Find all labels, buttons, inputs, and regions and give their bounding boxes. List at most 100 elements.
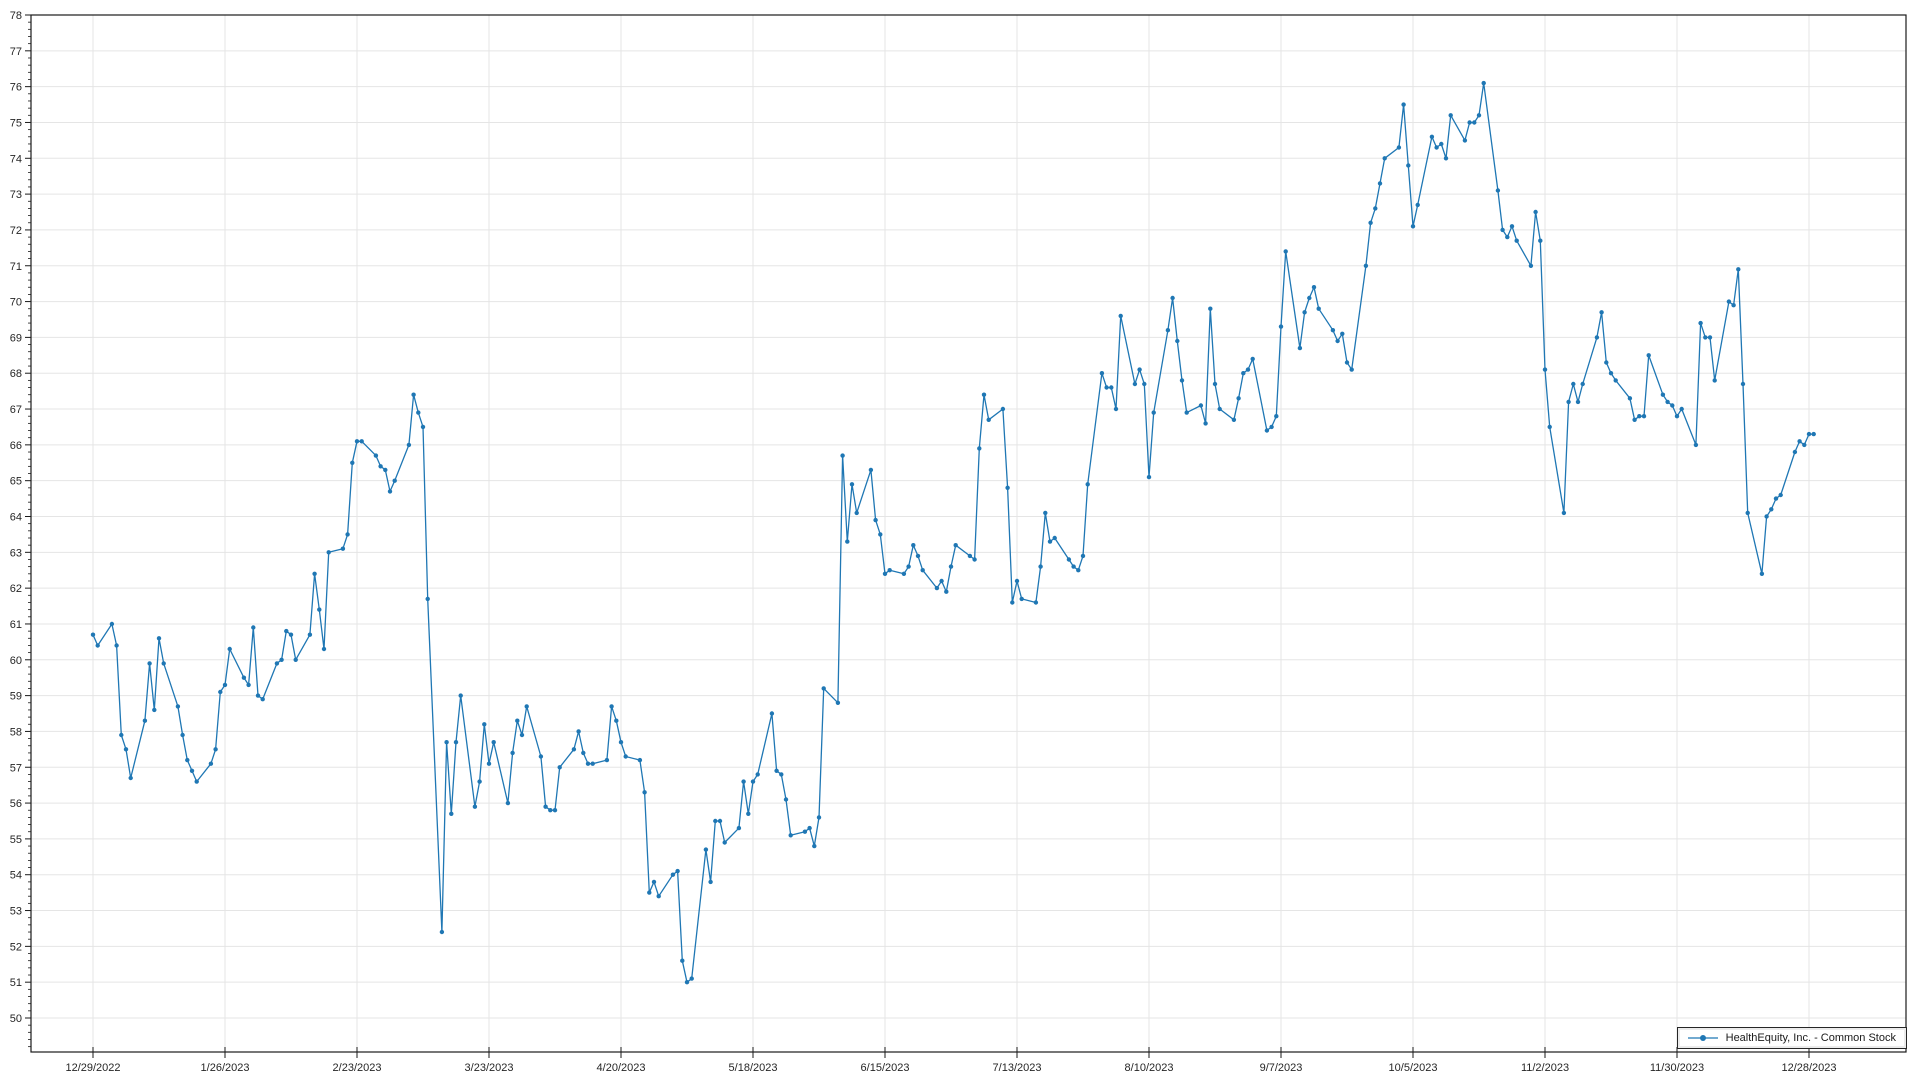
data-point-marker[interactable] — [1264, 428, 1270, 433]
data-point-marker[interactable] — [1010, 600, 1015, 605]
data-point-marker[interactable] — [1274, 414, 1279, 419]
data-point-marker[interactable] — [241, 675, 247, 680]
data-point-marker[interactable] — [524, 704, 529, 709]
data-point-marker[interactable] — [1241, 371, 1246, 376]
data-point-marker[interactable] — [854, 510, 859, 516]
data-point-marker[interactable] — [1481, 80, 1486, 86]
data-point-marker[interactable] — [1245, 367, 1251, 372]
data-point-marker[interactable] — [1179, 378, 1185, 383]
data-point-marker[interactable] — [213, 747, 218, 752]
data-point-marker[interactable] — [416, 410, 421, 415]
data-point-marker[interactable] — [1608, 371, 1614, 376]
data-point-marker[interactable] — [1500, 227, 1505, 233]
data-point-marker[interactable] — [1377, 181, 1383, 186]
data-point-marker[interactable] — [1674, 414, 1680, 419]
data-point-marker[interactable] — [948, 564, 954, 569]
data-point-marker[interactable] — [359, 439, 364, 444]
data-point-marker[interactable] — [821, 686, 826, 691]
data-point-marker[interactable] — [175, 704, 181, 709]
data-point-marker[interactable] — [1641, 414, 1647, 419]
data-point-marker[interactable] — [185, 757, 190, 763]
data-point-marker[interactable] — [218, 689, 223, 695]
legend[interactable]: HealthEquity, Inc. - Common Stock — [1676, 1027, 1907, 1049]
data-point-marker[interactable] — [1217, 406, 1222, 412]
data-point-marker[interactable] — [1085, 482, 1090, 487]
data-point-marker[interactable] — [1316, 306, 1321, 311]
data-point-marker[interactable] — [1429, 134, 1435, 139]
data-point-marker[interactable] — [317, 607, 322, 612]
data-point-marker[interactable] — [1297, 345, 1303, 351]
data-point-marker[interactable] — [1561, 510, 1567, 516]
data-point-marker[interactable] — [548, 808, 553, 813]
data-point-marker[interactable] — [222, 682, 228, 688]
data-point-marker[interactable] — [906, 564, 911, 569]
data-point-marker[interactable] — [189, 768, 195, 773]
data-point-marker[interactable] — [1693, 442, 1699, 448]
data-point-marker[interactable] — [1528, 263, 1534, 268]
data-point-marker[interactable] — [340, 546, 346, 551]
data-point-marker[interactable] — [944, 589, 949, 594]
data-point-marker[interactable] — [953, 543, 958, 548]
data-point-marker[interactable] — [1208, 306, 1213, 311]
data-point-marker[interactable] — [769, 711, 775, 716]
data-point-marker[interactable] — [1052, 535, 1057, 541]
data-point-marker[interactable] — [755, 772, 760, 777]
data-point-marker[interactable] — [345, 532, 350, 537]
data-point-marker[interactable] — [703, 847, 709, 852]
data-point-marker[interactable] — [1104, 385, 1109, 390]
data-point-marker[interactable] — [1335, 338, 1340, 344]
data-point-marker[interactable] — [680, 958, 685, 963]
data-point-marker[interactable] — [1311, 285, 1317, 290]
data-point-marker[interactable] — [109, 621, 115, 627]
data-point-marker[interactable] — [614, 718, 619, 723]
data-point-marker[interactable] — [420, 424, 426, 430]
data-point-marker[interactable] — [873, 517, 878, 523]
data-point-marker[interactable] — [1146, 474, 1152, 480]
data-point-marker[interactable] — [1250, 356, 1255, 362]
data-point-marker[interactable] — [618, 740, 624, 745]
data-point-marker[interactable] — [1344, 360, 1350, 365]
data-point-marker[interactable] — [1759, 571, 1765, 576]
data-point-marker[interactable] — [1547, 424, 1552, 430]
data-point-marker[interactable] — [119, 732, 124, 738]
data-point-marker[interactable] — [684, 980, 690, 985]
data-point-marker[interactable] — [717, 818, 723, 824]
data-point-marker[interactable] — [1764, 514, 1769, 519]
data-point-marker[interactable] — [1627, 396, 1633, 401]
data-point-marker[interactable] — [835, 700, 841, 705]
data-point-marker[interactable] — [1594, 335, 1600, 340]
data-point-marker[interactable] — [1005, 485, 1010, 490]
data-point-marker[interactable] — [1014, 578, 1020, 584]
data-point-marker[interactable] — [670, 872, 676, 877]
data-point-marker[interactable] — [227, 646, 232, 652]
data-point-marker[interactable] — [411, 392, 416, 397]
data-point-marker[interactable] — [1538, 238, 1543, 243]
data-point-marker[interactable] — [453, 740, 459, 745]
data-point-marker[interactable] — [1660, 392, 1666, 397]
data-point-marker[interactable] — [477, 779, 482, 784]
data-point-marker[interactable] — [425, 596, 430, 602]
data-point-marker[interactable] — [114, 643, 119, 648]
data-point-marker[interactable] — [284, 628, 289, 634]
data-point-marker[interactable] — [354, 439, 360, 444]
data-point-marker[interactable] — [194, 779, 199, 784]
data-point-marker[interactable] — [1165, 328, 1171, 333]
data-point-marker[interactable] — [651, 879, 657, 885]
data-point-marker[interactable] — [491, 740, 496, 745]
data-point-marker[interactable] — [849, 482, 855, 487]
data-point-marker[interactable] — [1000, 406, 1006, 412]
data-point-marker[interactable] — [812, 843, 817, 849]
data-point-marker[interactable] — [920, 568, 925, 573]
data-point-marker[interactable] — [882, 571, 888, 576]
data-point-marker[interactable] — [1792, 449, 1798, 455]
data-point-marker[interactable] — [373, 453, 379, 458]
data-point-marker[interactable] — [1726, 299, 1732, 304]
data-point-marker[interactable] — [788, 833, 793, 838]
data-point-marker[interactable] — [1118, 313, 1123, 319]
data-point-marker[interactable] — [816, 815, 822, 820]
data-point-marker[interactable] — [656, 894, 661, 899]
data-point-marker[interactable] — [1113, 406, 1119, 412]
data-point-marker[interactable] — [1806, 431, 1812, 437]
data-point-marker[interactable] — [1373, 206, 1378, 211]
data-point-marker[interactable] — [1307, 295, 1312, 301]
